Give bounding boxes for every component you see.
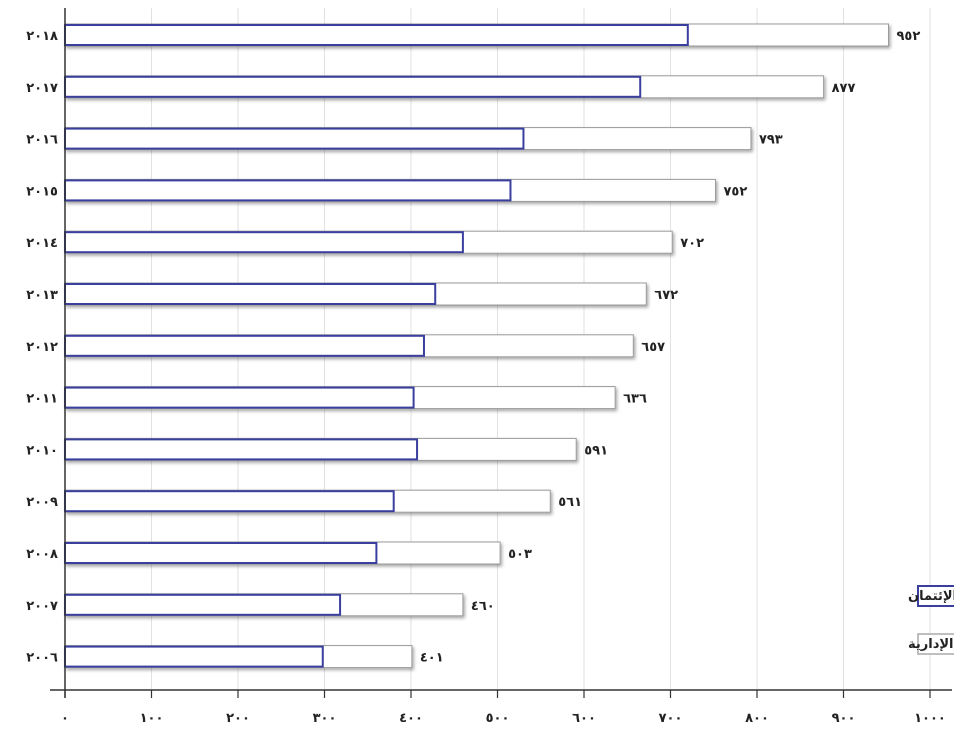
x-tick-label: ٥٠٠ <box>486 711 510 726</box>
bar-admin-jobs <box>64 541 501 565</box>
data-label: ٩٥٢ <box>896 29 920 44</box>
data-label: ٦٧٢ <box>654 288 678 303</box>
data-label: ٦٣٦ <box>623 392 647 407</box>
category-label: ٢٠١١ <box>26 392 58 407</box>
x-tick-label: ٣٠٠ <box>313 711 337 726</box>
category-label: ٢٠١٦ <box>26 133 58 148</box>
x-tick-label: ٩٠٠ <box>832 711 856 726</box>
bar-admin-jobs <box>64 127 752 151</box>
data-label: ٥٠٣ <box>508 547 532 562</box>
data-label: ٤٠١ <box>420 651 444 666</box>
category-label: ٢٠١٨ <box>26 29 58 44</box>
bar-admin-jobs <box>64 489 551 513</box>
category-label: ٢٠٠٧ <box>26 599 58 614</box>
bar-admin-jobs <box>64 593 464 617</box>
category-label: ٢٠١٠ <box>26 443 58 458</box>
bar-admin-jobs <box>64 282 647 306</box>
data-label: ٤٦٠ <box>471 599 495 614</box>
legend: مسئولى الإئتمان الوظائف الإدارية <box>908 585 954 655</box>
x-tick-label: ٦٠٠ <box>572 711 596 726</box>
x-tick-label: ١٠٠٠ <box>914 711 946 726</box>
category-label: ٢٠٠٦ <box>26 651 58 666</box>
category-label: ٢٠٠٩ <box>26 495 58 510</box>
data-label: ٦٥٧ <box>641 340 665 355</box>
category-label: ٢٠١٣ <box>26 288 58 303</box>
legend-swatch-admin-jobs <box>917 633 954 655</box>
bar-admin-jobs <box>64 178 716 202</box>
x-tick-label: ١٠٠ <box>140 711 164 726</box>
data-label: ٧٠٢ <box>680 236 704 251</box>
legend-label-credit-officers: مسئولى الإئتمان <box>908 589 954 604</box>
x-tick-label: ٤٠٠ <box>399 711 423 726</box>
x-tick-label: ٢٠٠ <box>226 711 250 726</box>
category-label: ٢٠٠٨ <box>26 547 58 562</box>
category-label: ٢٠١٢ <box>26 340 58 355</box>
data-label: ٧٩٣ <box>759 133 783 148</box>
bar-admin-jobs <box>64 386 616 410</box>
category-label: ٢٠١٧ <box>26 81 58 96</box>
bar-admin-jobs <box>64 645 413 669</box>
data-label: ٨٧٧ <box>832 81 856 96</box>
bar-admin-jobs <box>64 75 825 99</box>
bar-admin-jobs <box>64 334 634 358</box>
legend-label-admin-jobs: الوظائف الإدارية <box>908 637 954 652</box>
bar-admin-jobs <box>64 437 577 461</box>
bar-admin-jobs <box>64 23 889 47</box>
axes <box>50 8 952 698</box>
category-label: ٢٠١٥ <box>26 184 58 199</box>
x-tick-label: ٧٠٠ <box>659 711 683 726</box>
bars <box>64 23 889 669</box>
data-label: ٥٩١ <box>584 443 608 458</box>
x-tick-label: ٠ <box>61 711 69 726</box>
x-tick-label: ٨٠٠ <box>745 711 769 726</box>
bar-admin-jobs <box>64 230 673 254</box>
category-label: ٢٠١٤ <box>26 236 58 251</box>
legend-swatch-credit-officers <box>917 585 954 607</box>
data-label: ٥٦١ <box>558 495 582 510</box>
data-label: ٧٥٢ <box>723 184 747 199</box>
labels: ٢٠١٨ ٩٥٢ ٢٠١٧ ٨٧٧ ٢٠١٦ ٧٩٣ ٢٠١٥ ٧٥٢ ٢٠١٤ ٧٠٢ ٢٠١٣ ٦… <box>26 29 946 726</box>
